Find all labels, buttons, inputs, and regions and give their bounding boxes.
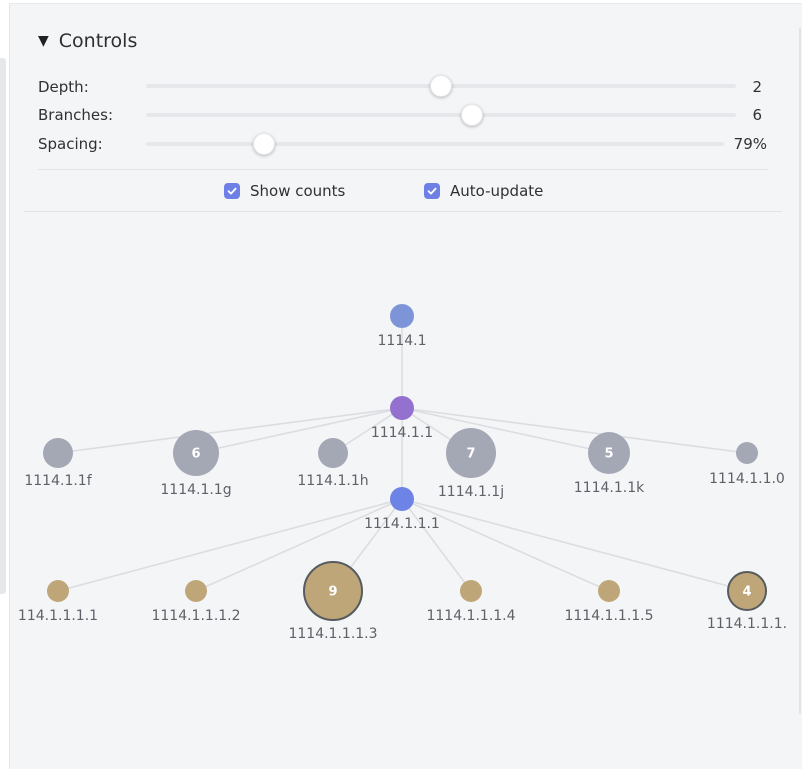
node-level2[interactable] [588,432,630,474]
node-count: 9 [328,585,337,600]
node-label: 1114.1.1h [297,473,368,489]
show-counts-checkbox[interactable]: Show counts [224,182,345,200]
spacing-slider-thumb[interactable] [253,133,275,155]
node-count: 6 [191,447,200,462]
auto-update-label: Auto-update [450,182,544,200]
node-focus[interactable] [390,487,414,511]
spacing-slider-track[interactable] [146,142,724,146]
controls-panel [9,3,802,769]
node-level2[interactable] [446,428,496,478]
graph-edge [57,407,403,454]
node-label: 1114.1.1j [438,484,504,500]
node-mid[interactable] [390,396,414,420]
auto-update-checkbox[interactable]: Auto-update [424,182,543,200]
node-label: 1114.1.1.1. [707,616,787,632]
graph-edge [401,498,748,592]
node-level3[interactable] [303,561,363,621]
depth-value: 2 [752,78,762,96]
node-level3[interactable] [727,571,767,611]
depth-label: Depth: [38,78,89,96]
node-count: 5 [604,447,613,462]
branches-label: Branches: [38,106,114,124]
node-label: 114.1.1.1.1 [18,608,98,624]
node-level2[interactable] [173,430,219,476]
graph-edge [401,407,610,454]
controls-divider [38,169,768,170]
checkmark-icon [424,183,440,199]
node-label: 1114.1.1g [160,482,231,498]
node-level3[interactable] [47,580,69,602]
controls-title: Controls [58,30,138,52]
node-level2[interactable] [43,438,73,468]
node-level3[interactable] [460,580,482,602]
node-label: 1114.1.1.1.4 [426,608,515,624]
graph-edge [57,498,403,592]
node-label: 1114.1.1k [574,480,645,496]
controls-toggle[interactable]: ▼ Controls [38,30,137,52]
left-scroll-edge [0,58,6,594]
node-label: 1114.1.1.1 [364,516,440,532]
show-counts-label: Show counts [250,182,346,200]
graph-edge [195,498,403,592]
node-label: 1114.1.1.1.5 [564,608,653,624]
node-level2[interactable] [736,442,758,464]
branches-slider-thumb[interactable] [461,104,483,126]
spacing-label: Spacing: [38,135,103,153]
node-count: 7 [466,447,475,462]
depth-slider-thumb[interactable] [430,75,452,97]
node-label: 1114.1.1.0 [709,471,785,487]
node-level3[interactable] [598,580,620,602]
spacing-value: 79% [733,135,767,153]
graph-edge [401,498,610,592]
node-count: 4 [742,585,751,600]
node-root[interactable] [390,304,414,328]
graph-edge [401,498,472,592]
graph-edge [401,407,748,454]
branches-value: 6 [752,106,762,124]
right-scrollbar[interactable] [799,28,801,714]
node-label: 1114.1.1.1.2 [151,608,240,624]
triangle-down-icon: ▼ [38,33,49,49]
node-label: 1114.1.1.1.3 [288,626,377,642]
node-label: 1114.1.1f [24,473,92,489]
branches-slider-track[interactable] [146,113,736,117]
node-label: 1114.1 [378,333,427,349]
node-label: 1114.1.1 [371,425,433,441]
graph-divider [24,211,782,212]
node-level2[interactable] [318,438,348,468]
graph-edge [195,407,403,454]
checkmark-icon [224,183,240,199]
node-level3[interactable] [185,580,207,602]
